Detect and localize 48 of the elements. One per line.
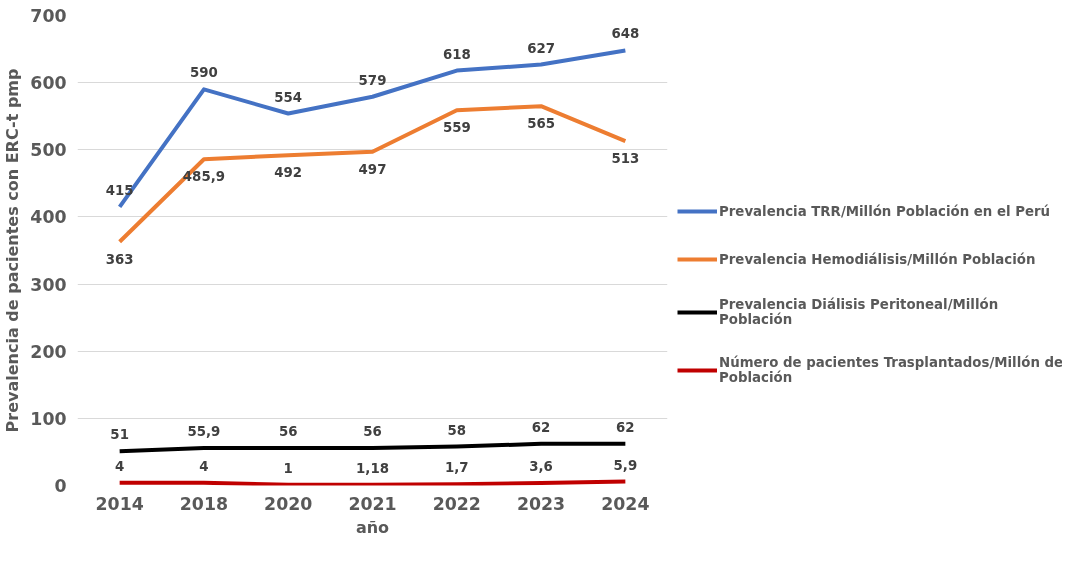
data-label: 618 [442, 46, 471, 62]
data-label: 492 [274, 165, 303, 181]
data-label: 1,7 [444, 460, 469, 476]
legend-label: Prevalencia Diálisis Peritoneal/Millón Población [719, 297, 999, 327]
x-tick-label: 2020 [264, 493, 313, 514]
line-series [117, 441, 628, 454]
data-label: 497 [358, 161, 387, 177]
x-tick-label: 2023 [516, 493, 566, 514]
data-label: 1 [283, 460, 293, 476]
data-label: 559 [442, 120, 471, 136]
data-label: 554 [274, 89, 303, 105]
y-tick-label: 200 [30, 341, 67, 362]
data-label: 590 [190, 65, 218, 81]
y-tick-label: 400 [30, 207, 67, 228]
x-tick-label: 2022 [432, 493, 481, 514]
data-label: 58 [447, 422, 467, 438]
data-label: 51 [110, 427, 129, 443]
data-label: 3,6 [529, 459, 553, 475]
legend-label: Prevalencia Hemodiálisis/Millón Población [719, 251, 1036, 267]
y-tick-label: 600 [30, 73, 67, 94]
data-label: 627 [527, 40, 555, 56]
x-axis-title: año [355, 517, 390, 537]
data-label: 62 [531, 419, 551, 435]
data-label: 565 [527, 116, 555, 132]
data-label: 4 [199, 458, 209, 474]
data-label: 1,18 [356, 460, 389, 476]
x-tick-label: 2018 [179, 493, 229, 514]
y-tick-label: 100 [30, 408, 67, 429]
data-label: 648 [611, 26, 640, 42]
y-tick-label: 300 [30, 274, 67, 295]
data-label: 513 [611, 151, 640, 167]
y-tick-label: 500 [30, 140, 67, 161]
x-tick-label: 2024 [601, 493, 650, 514]
y-axis-title: Prevalencia de pacientes con ERC-t pmp [3, 68, 23, 433]
data-label: 56 [278, 423, 298, 439]
data-label: 5,9 [613, 457, 638, 473]
data-label: 56 [363, 423, 382, 439]
legend-label: Número de pacientes Trasplantados/Millón de Población [719, 355, 1063, 385]
legend-label: Prevalencia TRR/Millón Población en el Perú [719, 203, 1051, 219]
x-tick-label: 2021 [348, 493, 397, 514]
y-tick-label: 700 [30, 6, 67, 26]
data-label: 62 [616, 419, 635, 435]
data-label: 363 [105, 251, 134, 267]
x-tick-label: 2014 [95, 493, 144, 514]
data-label: 55,9 [187, 423, 221, 439]
data-label: 579 [358, 72, 387, 88]
data-label: 4 [115, 458, 125, 474]
y-tick-label: 0 [54, 476, 67, 496]
